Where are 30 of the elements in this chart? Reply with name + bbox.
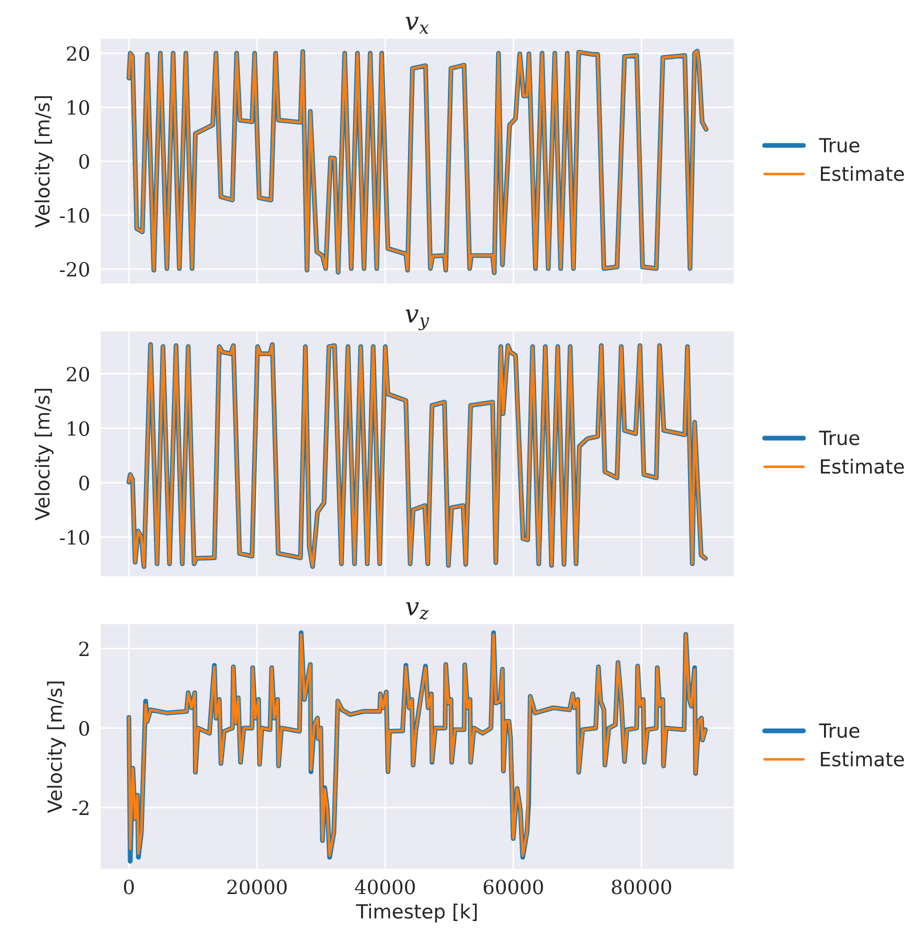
x-tick-label: 80000 (612, 880, 672, 894)
y-axis-title: Velocity [m/s] (34, 96, 54, 228)
x-tick-label: 20000 (227, 880, 287, 894)
legend-label: True (818, 138, 860, 153)
x-tick-label: 40000 (354, 880, 415, 894)
x-tick-label: 0 (124, 880, 134, 894)
y-tick-label: 0 (79, 154, 90, 169)
y-tick-label: -10 (60, 530, 90, 545)
y-tick-label: 2 (79, 642, 88, 656)
chart-title: v$_{y}$ (406, 310, 430, 330)
x-axis-title: Timestep [k] (356, 904, 477, 922)
y-tick-label: 10 (68, 421, 90, 436)
y-tick-label: 20 (66, 46, 90, 61)
y-tick-label: -20 (60, 262, 90, 277)
chart-title: v$_{z}$ (406, 602, 429, 620)
y-tick-label: 0 (79, 476, 90, 490)
legend-label: True (818, 723, 860, 738)
y-axis-title: Velocity [m/s] (47, 682, 66, 814)
legend-label: Estimate (820, 751, 904, 766)
y-tick-label: 10 (68, 100, 90, 115)
legend-label: Estimate (820, 458, 904, 474)
y-tick-label: -2 (72, 800, 88, 815)
y-tick-label: 0 (79, 721, 90, 736)
y-tick-label: 20 (66, 366, 90, 382)
legend-label: Estimate (820, 166, 904, 182)
y-axis-title: Velocity [m/s] (34, 388, 54, 520)
chart-title: v$_{x}$ (406, 16, 429, 34)
x-tick-label: 60000 (484, 880, 543, 894)
legend-label: True (818, 430, 860, 446)
y-tick-label: -10 (60, 208, 90, 223)
